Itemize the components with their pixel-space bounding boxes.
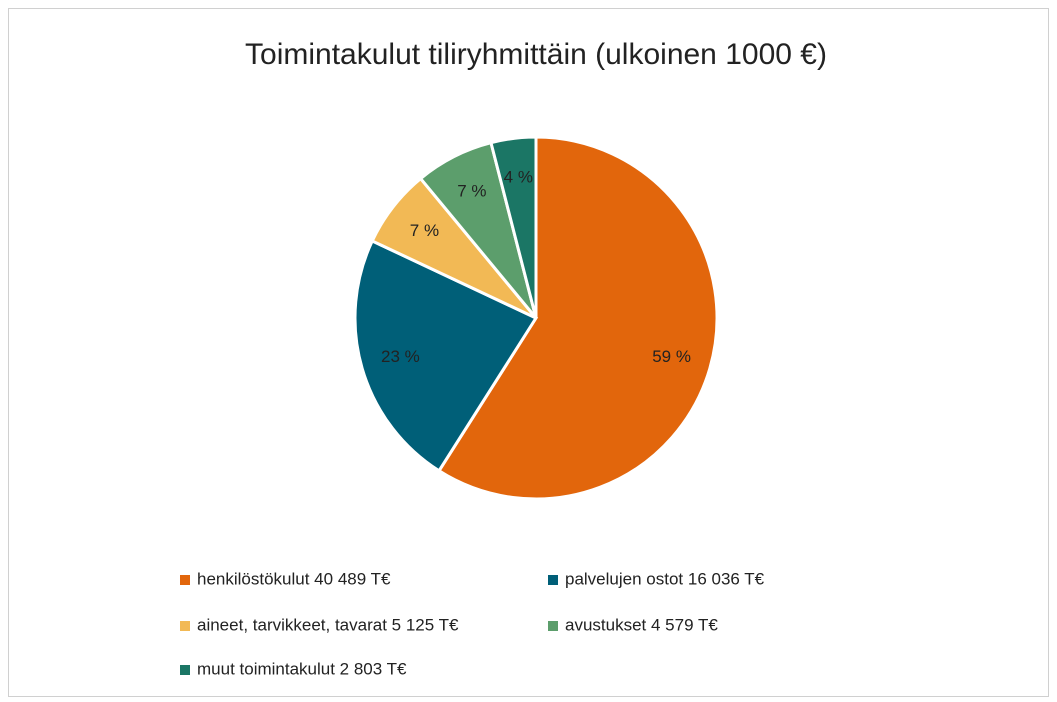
pie-slice — [436, 135, 719, 501]
data-label: 23 % — [381, 347, 420, 366]
legend-swatch — [180, 621, 190, 631]
legend-swatch — [180, 665, 190, 675]
pie-slice — [353, 238, 539, 473]
legend-swatch — [548, 621, 558, 631]
data-label: 4 % — [504, 167, 533, 186]
legend-label: aineet, tarvikkeet, tavarat 5 125 T€ — [197, 615, 459, 634]
data-label: 7 % — [457, 182, 486, 201]
legend-swatch — [180, 575, 190, 585]
legend-label: muut toimintakulut 2 803 T€ — [197, 659, 407, 678]
legend-label: avustukset 4 579 T€ — [565, 615, 718, 634]
data-label: 7 % — [410, 221, 439, 240]
pie-slice — [489, 135, 538, 319]
legend-swatch — [548, 575, 558, 585]
legend: henkilöstökulut 40 489 T€ palvelujen osto… — [180, 569, 765, 678]
legend-label: palvelujen ostot 16 036 T€ — [565, 569, 765, 588]
pie: 59 % 23 % 7 % 7 % 4 % — [353, 135, 719, 501]
chart-title: Toimintakulut tiliryhmittäin (ulkoinen 1… — [245, 38, 827, 71]
legend-label: henkilöstökulut 40 489 T€ — [197, 569, 391, 588]
data-label: 59 % — [652, 347, 691, 366]
